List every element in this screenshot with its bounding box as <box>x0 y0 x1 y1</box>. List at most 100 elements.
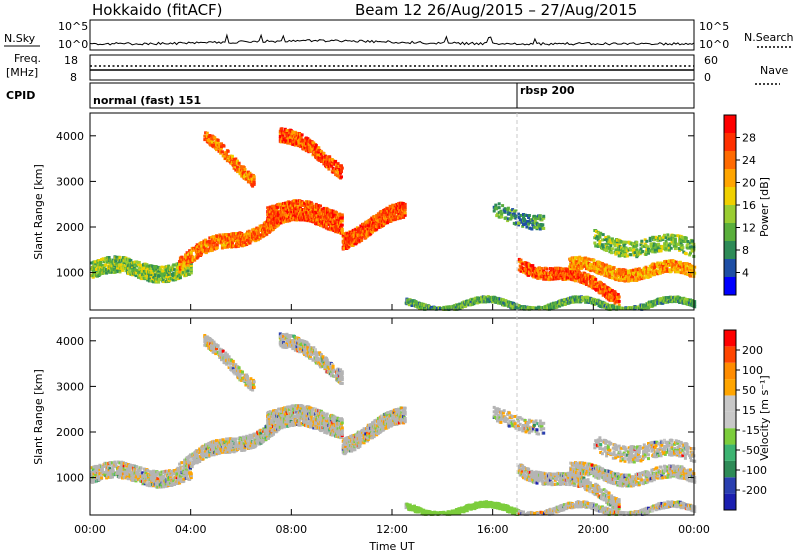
range-cell <box>232 157 236 161</box>
range-cell <box>282 218 286 222</box>
range-cell <box>453 307 457 311</box>
range-cell <box>621 277 625 281</box>
range-cell <box>585 267 589 271</box>
range-cell <box>186 263 190 267</box>
range-cell <box>165 275 169 279</box>
range-cell <box>241 169 244 173</box>
range-cell <box>187 252 191 256</box>
range-cell <box>571 274 575 278</box>
range-cell <box>283 127 287 131</box>
range-cell <box>305 210 309 214</box>
range-cell <box>256 234 260 237</box>
range-cell <box>617 303 621 307</box>
range-cell <box>201 249 205 253</box>
range-cell <box>341 239 345 243</box>
range-cell <box>277 221 281 225</box>
nsky-label: N.Sky <box>4 32 36 45</box>
range-cell <box>309 218 313 222</box>
range-cell <box>578 255 582 259</box>
range-cell <box>213 247 217 251</box>
range-cell <box>168 272 171 276</box>
range-cell <box>639 271 643 275</box>
range-cell <box>612 298 616 302</box>
range-cell <box>558 266 562 270</box>
range-cell <box>262 224 265 228</box>
range-cell <box>102 266 106 270</box>
range-cell <box>621 270 624 274</box>
range-cell <box>637 267 641 271</box>
range-cell <box>135 465 139 469</box>
range-cell <box>211 241 215 245</box>
range-cell <box>111 270 114 274</box>
range-cell <box>590 286 594 290</box>
range-cell <box>393 211 397 215</box>
range-cell <box>127 272 131 276</box>
range-cell <box>230 154 234 158</box>
range-cell <box>604 293 608 297</box>
range-cell <box>126 262 130 265</box>
nsearch-label: N.Search <box>744 31 794 44</box>
range-cell <box>399 204 403 208</box>
range-cell <box>239 165 243 169</box>
range-cell <box>206 138 210 142</box>
range-cell <box>601 262 605 266</box>
range-cell <box>375 227 379 231</box>
range-cell <box>293 211 297 215</box>
range-cell <box>254 237 258 241</box>
range-cell <box>161 274 165 278</box>
range-cell <box>569 274 573 278</box>
range-cell <box>293 138 297 142</box>
range-cell <box>299 212 303 216</box>
range-cell <box>228 236 232 240</box>
range-cell <box>428 305 432 309</box>
range-cell <box>219 235 223 239</box>
range-cell <box>311 153 315 157</box>
range-cell <box>247 231 251 235</box>
range-cell <box>178 262 182 266</box>
range-cell <box>319 220 323 223</box>
range-cell <box>299 137 303 141</box>
range-cell <box>594 277 598 281</box>
range-cell <box>139 466 143 470</box>
range-cell <box>384 221 388 225</box>
range-cell <box>616 274 620 278</box>
range-cell <box>214 140 218 144</box>
range-cell <box>157 267 161 271</box>
range-cell <box>277 214 281 218</box>
range-cell <box>474 298 478 302</box>
range-cell <box>220 145 223 148</box>
range-cell <box>251 184 255 188</box>
range-cell <box>299 218 303 222</box>
range-cell <box>106 267 110 271</box>
range-cell <box>246 238 249 242</box>
range-cell <box>335 227 338 231</box>
range-cell <box>546 275 550 279</box>
range-cell <box>429 305 433 309</box>
range-cell <box>652 262 656 266</box>
range-cell <box>407 303 411 307</box>
range-cell <box>112 262 116 266</box>
range-cell <box>334 225 338 229</box>
range-cell <box>355 226 359 230</box>
range-cell <box>208 236 212 240</box>
range-cell <box>590 275 594 279</box>
range-cell <box>386 216 390 220</box>
range-cell <box>146 264 150 268</box>
colorbar-swatch <box>724 187 736 205</box>
range-cell <box>551 267 555 271</box>
range-cell <box>178 276 182 280</box>
range-cell <box>365 225 369 228</box>
range-cell <box>435 306 439 310</box>
range-cell <box>401 211 405 215</box>
range-cell <box>329 211 333 215</box>
range-cell <box>346 233 350 237</box>
colorbar-tick-label: 12 <box>742 222 756 235</box>
range-cell <box>97 259 101 262</box>
range-cell <box>189 250 193 254</box>
range-cell <box>286 136 290 140</box>
range-cell <box>351 228 355 232</box>
range-cell <box>623 279 627 283</box>
range-cell <box>263 221 267 225</box>
range-cell <box>656 261 660 265</box>
range-cell <box>610 270 614 274</box>
